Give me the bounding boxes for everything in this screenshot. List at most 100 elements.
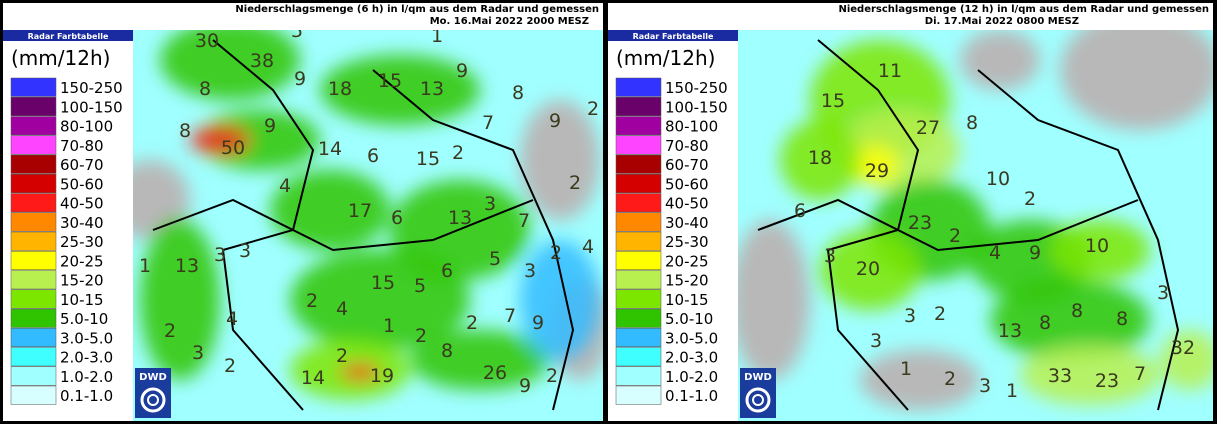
station-value: 4	[279, 175, 291, 197]
station-value: 8	[199, 78, 211, 100]
station-value: 2	[164, 320, 176, 342]
station-value: 33	[1048, 365, 1072, 387]
rain-area	[520, 240, 600, 360]
station-value: 7	[482, 112, 494, 134]
no-rain-area	[738, 220, 810, 380]
station-value: 23	[1095, 370, 1119, 392]
station-value: 3	[979, 375, 991, 397]
rain-area	[320, 55, 480, 125]
legend-swatch	[10, 154, 57, 174]
no-rain-area	[1060, 30, 1213, 130]
station-value: 2	[587, 98, 599, 120]
station-value: 1	[1006, 380, 1018, 402]
station-value: 5	[414, 275, 426, 297]
legend-swatch	[615, 193, 662, 213]
dwd-logo-swirl	[745, 387, 771, 413]
legend-swatch	[10, 135, 57, 155]
legend-swatch	[10, 97, 57, 116]
legend-label: 80-100	[60, 118, 113, 136]
station-value: 20	[856, 258, 880, 280]
legend-label: 70-80	[665, 137, 709, 155]
legend-label: 80-100	[665, 118, 718, 136]
station-value: 7	[1134, 363, 1146, 385]
legend-label: 15-20	[60, 272, 104, 290]
legend-swatch	[10, 212, 57, 232]
legend-label: 5.0-10	[60, 310, 108, 328]
legend-label: 30-40	[60, 214, 104, 232]
legend-swatch	[615, 116, 662, 136]
legend-header: Radar Farbtabelle	[28, 32, 109, 41]
station-value: 6	[441, 260, 453, 282]
legend-swatch	[615, 328, 662, 347]
legend-swatch	[10, 174, 57, 193]
station-value: 2	[224, 355, 236, 377]
station-value: 2	[1024, 188, 1036, 210]
station-value: 8	[1071, 300, 1083, 322]
legend-swatch	[615, 366, 662, 386]
legend-label: 10-15	[60, 291, 104, 309]
station-value: 9	[294, 68, 306, 90]
station-value: 8	[512, 82, 524, 104]
legend-swatch	[615, 231, 662, 251]
station-value: 6	[794, 200, 806, 222]
station-value: 38	[250, 50, 274, 72]
legend-swatch	[615, 174, 662, 193]
station-value: 13	[175, 255, 199, 277]
rain-area	[990, 280, 1150, 360]
legend-label: 50-60	[665, 175, 709, 193]
legend-swatch	[10, 308, 57, 328]
legend-swatch	[615, 154, 662, 174]
rain-area	[850, 145, 900, 185]
rain-area	[1050, 220, 1150, 280]
station-value: 9	[456, 60, 468, 82]
rain-area	[140, 220, 220, 380]
station-value: 17	[348, 200, 372, 222]
legend-label: 0.1-1.0	[665, 387, 718, 405]
station-value: 1	[139, 255, 151, 277]
legend-label: 150-250	[665, 79, 728, 97]
station-value: 9	[1029, 242, 1041, 264]
rain-area	[780, 120, 860, 200]
rain-area	[1020, 345, 1160, 405]
legend-label: 60-70	[665, 156, 709, 174]
station-value: 18	[808, 147, 832, 169]
station-value: 2	[452, 142, 464, 164]
legend-label: 20-25	[665, 252, 709, 270]
legend-unit: (mm/12h)	[616, 46, 715, 70]
station-value: 29	[865, 160, 889, 182]
map-date: Di. 17.Mai 2022 0800 MESZ	[925, 16, 1079, 27]
station-value: 1	[431, 25, 443, 47]
station-value: 2	[415, 325, 427, 347]
legend-label: 3.0-5.0	[60, 329, 113, 347]
legend-swatch	[10, 193, 57, 213]
station-value: 2	[944, 368, 956, 390]
legend-swatch	[615, 135, 662, 155]
station-value: 2	[550, 242, 562, 264]
legend-swatch	[10, 366, 57, 386]
rain-area	[190, 126, 250, 154]
station-value: 2	[466, 312, 478, 334]
station-value: 30	[195, 30, 219, 52]
legend-swatch	[10, 289, 57, 309]
station-value: 1	[900, 358, 912, 380]
station-value: 3	[870, 330, 882, 352]
station-value: 4	[226, 308, 238, 330]
legend-label: 15-20	[665, 272, 709, 290]
station-value: 11	[878, 60, 902, 82]
station-value: 8	[179, 120, 191, 142]
legend-label: 100-150	[665, 98, 728, 116]
station-value: 3	[524, 260, 536, 282]
station-value: 15	[378, 70, 402, 92]
rain-area	[410, 330, 550, 390]
station-value: 15	[416, 148, 440, 170]
station-value: 8	[1039, 312, 1051, 334]
legend-swatch	[10, 231, 57, 251]
station-value: 19	[370, 365, 394, 387]
no-rain-area	[960, 30, 1040, 90]
station-value: 9	[532, 312, 544, 334]
legend-header-bar	[608, 30, 738, 41]
station-value: 2	[546, 365, 558, 387]
legend-label: 2.0-3.0	[60, 349, 113, 367]
station-value: 7	[504, 305, 516, 327]
